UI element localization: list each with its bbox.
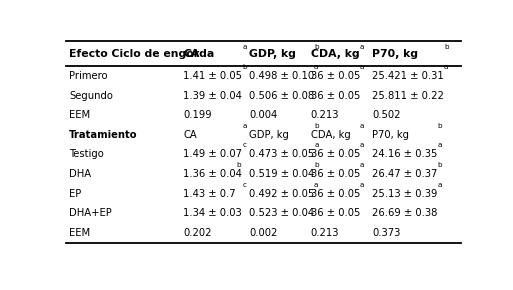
Text: 36 ± 0.05: 36 ± 0.05 [310, 169, 360, 179]
Text: 1.36 ± 0.04: 1.36 ± 0.04 [183, 169, 242, 179]
Text: CA: CA [183, 130, 197, 140]
Text: 0.502: 0.502 [372, 110, 401, 120]
Text: 26.47 ± 0.37: 26.47 ± 0.37 [372, 169, 438, 179]
Text: Efecto Ciclo de engorda: Efecto Ciclo de engorda [69, 49, 214, 59]
Text: a: a [438, 142, 442, 148]
Text: 0.004: 0.004 [249, 110, 277, 120]
Text: Tratamiento: Tratamiento [69, 130, 138, 140]
Text: 36 ± 0.05: 36 ± 0.05 [310, 189, 360, 199]
Text: 36 ± 0.05: 36 ± 0.05 [310, 149, 360, 160]
Text: 1.41 ± 0.05: 1.41 ± 0.05 [183, 71, 243, 81]
Text: a: a [243, 123, 247, 128]
Text: b: b [236, 162, 241, 168]
Text: 36 ± 0.05: 36 ± 0.05 [310, 90, 360, 101]
Text: Testigo: Testigo [69, 149, 104, 160]
Text: P70, kg: P70, kg [372, 130, 409, 140]
Text: b: b [438, 123, 442, 128]
Text: a: a [360, 123, 364, 128]
Text: CDA, kg: CDA, kg [310, 49, 359, 59]
Text: DHA: DHA [69, 169, 91, 179]
Text: b: b [314, 162, 319, 168]
Text: b: b [242, 64, 247, 70]
Text: Primero: Primero [69, 71, 108, 81]
Text: 26.69 ± 0.38: 26.69 ± 0.38 [372, 209, 438, 218]
Text: 24.16 ± 0.35: 24.16 ± 0.35 [372, 149, 438, 160]
Text: 0.523 ± 0.04: 0.523 ± 0.04 [249, 209, 314, 218]
Text: 1.49 ± 0.07: 1.49 ± 0.07 [183, 149, 243, 160]
Text: 0.498 ± 0.10: 0.498 ± 0.10 [249, 71, 314, 81]
Text: 0.373: 0.373 [372, 228, 401, 238]
Text: 0.199: 0.199 [183, 110, 212, 120]
Text: GDP, kg: GDP, kg [249, 49, 296, 59]
Text: EEM: EEM [69, 228, 90, 238]
Text: b: b [444, 44, 449, 50]
Text: EEM: EEM [69, 110, 90, 120]
Text: 0.213: 0.213 [310, 110, 339, 120]
Text: a: a [360, 162, 364, 168]
Text: CDA, kg: CDA, kg [310, 130, 350, 140]
Text: c: c [242, 142, 246, 148]
Text: 0.519 ± 0.04: 0.519 ± 0.04 [249, 169, 314, 179]
Text: 25.421 ± 0.31: 25.421 ± 0.31 [372, 71, 444, 81]
Text: 0.492 ± 0.05: 0.492 ± 0.05 [249, 189, 314, 199]
Text: 36 ± 0.05: 36 ± 0.05 [310, 71, 360, 81]
Text: a: a [314, 64, 319, 70]
Text: P70, kg: P70, kg [372, 49, 418, 59]
Text: CA: CA [183, 49, 200, 59]
Text: 1.43 ± 0.7: 1.43 ± 0.7 [183, 189, 236, 199]
Text: a: a [360, 182, 364, 188]
Text: a: a [360, 44, 364, 50]
Text: a: a [444, 64, 448, 70]
Text: GDP, kg: GDP, kg [249, 130, 289, 140]
Text: a: a [314, 182, 319, 188]
Text: 25.13 ± 0.39: 25.13 ± 0.39 [372, 189, 438, 199]
Text: 1.39 ± 0.04: 1.39 ± 0.04 [183, 90, 242, 101]
Text: a: a [243, 44, 247, 50]
Text: b: b [314, 123, 319, 128]
Text: 0.473 ± 0.05: 0.473 ± 0.05 [249, 149, 314, 160]
Text: c: c [242, 182, 246, 188]
Text: EP: EP [69, 189, 82, 199]
Text: 36 ± 0.05: 36 ± 0.05 [310, 209, 360, 218]
Text: a: a [438, 182, 442, 188]
Text: b: b [314, 44, 319, 50]
Text: b: b [438, 162, 442, 168]
Text: 0.002: 0.002 [249, 228, 278, 238]
Text: 0.202: 0.202 [183, 228, 212, 238]
Text: DHA+EP: DHA+EP [69, 209, 112, 218]
Text: 1.34 ± 0.03: 1.34 ± 0.03 [183, 209, 242, 218]
Text: 0.213: 0.213 [310, 228, 339, 238]
Text: a: a [360, 64, 364, 70]
Text: Segundo: Segundo [69, 90, 113, 101]
Text: a: a [360, 142, 364, 148]
Text: 0.506 ± 0.08: 0.506 ± 0.08 [249, 90, 314, 101]
Text: a: a [314, 142, 319, 148]
Text: 25.811 ± 0.22: 25.811 ± 0.22 [372, 90, 444, 101]
